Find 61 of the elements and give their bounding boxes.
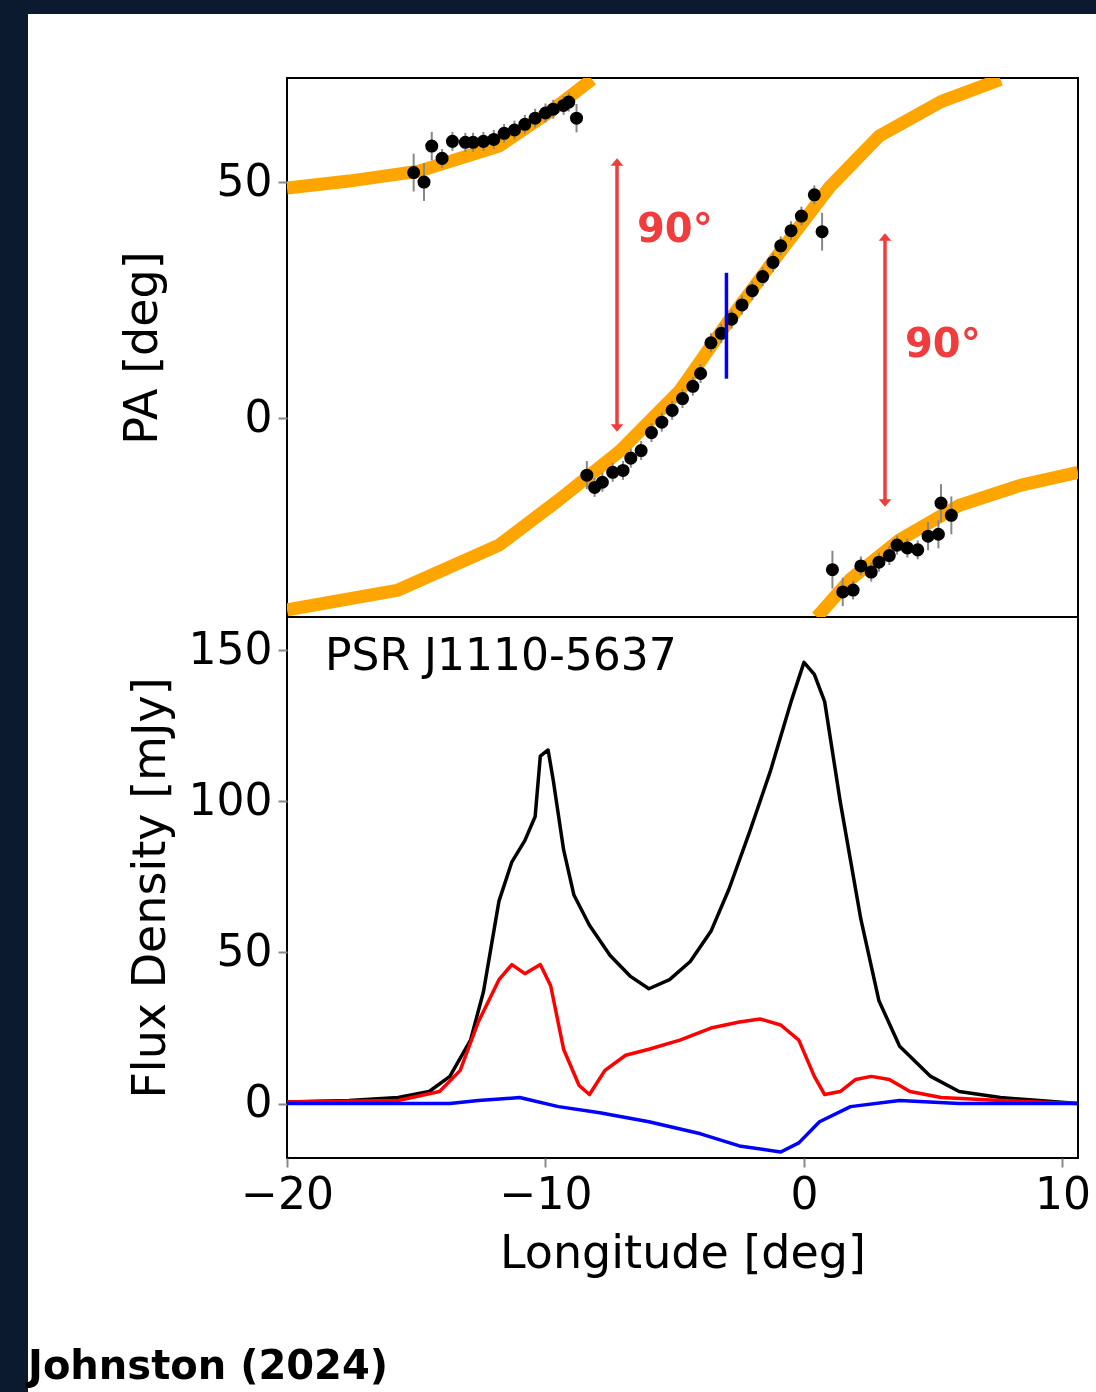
- annotation: 90°: [905, 320, 981, 366]
- point: [595, 475, 609, 489]
- point: [931, 527, 945, 541]
- annotation: 90°: [637, 205, 713, 251]
- point: [766, 255, 780, 269]
- point: [784, 224, 798, 238]
- line-series: [287, 1095, 1078, 1154]
- point: [497, 126, 511, 140]
- point: [846, 583, 860, 597]
- point: [518, 117, 532, 131]
- point: [686, 379, 700, 393]
- point: [655, 415, 669, 429]
- y-axis-title: Flux Density [mJy]: [121, 677, 176, 1099]
- point: [417, 175, 431, 189]
- point: [756, 270, 770, 284]
- point: [815, 225, 829, 239]
- point: [616, 463, 630, 477]
- x-tick-label: −20: [241, 1167, 334, 1219]
- point: [570, 111, 584, 125]
- point: [934, 496, 948, 510]
- annotation: PSR J1110-5637: [325, 629, 677, 680]
- point: [528, 111, 542, 125]
- x-axis-title: Longitude [deg]: [499, 1224, 867, 1279]
- point: [794, 209, 808, 223]
- y-tick-label: 0: [244, 390, 273, 442]
- point: [435, 151, 449, 165]
- point: [854, 559, 868, 573]
- point: [944, 508, 958, 522]
- point: [546, 102, 560, 116]
- point: [882, 549, 896, 563]
- point: [507, 123, 521, 137]
- y-tick-label: 0: [244, 1076, 273, 1128]
- point: [562, 95, 576, 109]
- point: [644, 426, 658, 440]
- y-tick-label: 100: [188, 773, 273, 825]
- x-tick-label: 0: [790, 1167, 819, 1219]
- point: [864, 565, 878, 579]
- x-tick-label: 10: [1034, 1167, 1091, 1219]
- point: [675, 392, 690, 406]
- point: [825, 563, 839, 577]
- y-tick-label: 50: [216, 154, 273, 206]
- point: [425, 139, 439, 153]
- y-axis-title: PA [deg]: [113, 251, 168, 445]
- point: [774, 239, 788, 253]
- point: [624, 451, 638, 465]
- point: [665, 403, 679, 417]
- point: [911, 543, 925, 557]
- y-tick-label: 50: [216, 924, 273, 976]
- point: [745, 284, 759, 298]
- point: [735, 298, 749, 312]
- point: [487, 132, 501, 146]
- point: [580, 468, 594, 482]
- y-tick-label: 150: [188, 622, 273, 674]
- point: [872, 555, 886, 569]
- point: [807, 188, 821, 202]
- x-tick-label: −10: [499, 1167, 593, 1219]
- point: [694, 367, 708, 381]
- point: [634, 444, 648, 458]
- point: [407, 166, 421, 180]
- point: [445, 134, 459, 148]
- point: [704, 336, 718, 350]
